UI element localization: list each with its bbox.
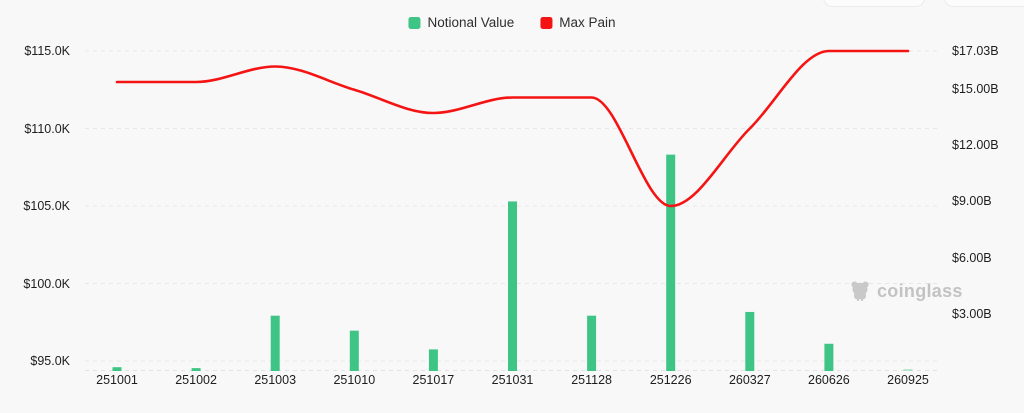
left-axis-tick: $95.0K [30,354,70,368]
x-axis-tick-251002: 251002 [175,373,217,387]
x-axis-tick-251003: 251003 [254,373,297,387]
bar-251226[interactable] [666,154,676,371]
bar-251031[interactable] [508,201,517,371]
bar-260327[interactable] [745,311,755,371]
x-axis-tick-251128: 251128 [571,373,612,387]
bar-260925[interactable] [903,369,913,371]
bar-251128[interactable] [587,315,597,371]
x-axis-tick-260925: 260925 [887,373,929,387]
legend-item-max-pain[interactable]: Max Pain [540,15,616,30]
bar-251002[interactable] [191,368,201,371]
right-axis-tick: $12.00B [952,138,999,153]
x-axis-tick-260626: 260626 [808,373,850,387]
x-axis-tick-251017: 251017 [412,373,455,387]
x-axis-tick-251226: 251226 [649,373,692,387]
left-axis-tick: $100.0K [23,276,70,291]
right-axis-tick: $6.00B [952,250,992,265]
x-axis-tick-251031: 251031 [491,373,534,387]
right-axis-tick: $15.00B [952,82,999,97]
legend-label-max-pain: Max Pain [559,15,616,30]
bar-251001[interactable] [112,367,122,371]
x-axis-tick-251010: 251010 [333,373,376,387]
max-pain-line[interactable] [115,49,910,208]
left-axis-tick: $115.0K [24,44,70,58]
legend-label-notional-value: Notional Value [427,15,515,30]
left-axis-tick: $110.0K [24,121,70,136]
left-axis-tick: $105.0K [23,199,70,213]
right-axis-tick: $17.03B [952,44,999,59]
max-pain-swatch-icon [540,16,553,29]
bar-251017[interactable] [428,349,438,371]
bar-251010[interactable] [349,330,359,371]
bar-251003[interactable] [270,315,280,371]
bar-260626[interactable] [824,343,834,371]
x-axis-tick-251001: 251001 [96,373,138,387]
right-axis-tick: $9.00B [952,194,992,209]
legend-item-notional-value[interactable]: Notional Value [408,15,514,30]
chart-legend: Notional Value Max Pain [408,15,616,30]
right-axis-tick: $3.00B [952,306,992,321]
x-axis-tick-260327: 260327 [728,373,771,387]
notional-value-swatch-icon [408,16,421,29]
